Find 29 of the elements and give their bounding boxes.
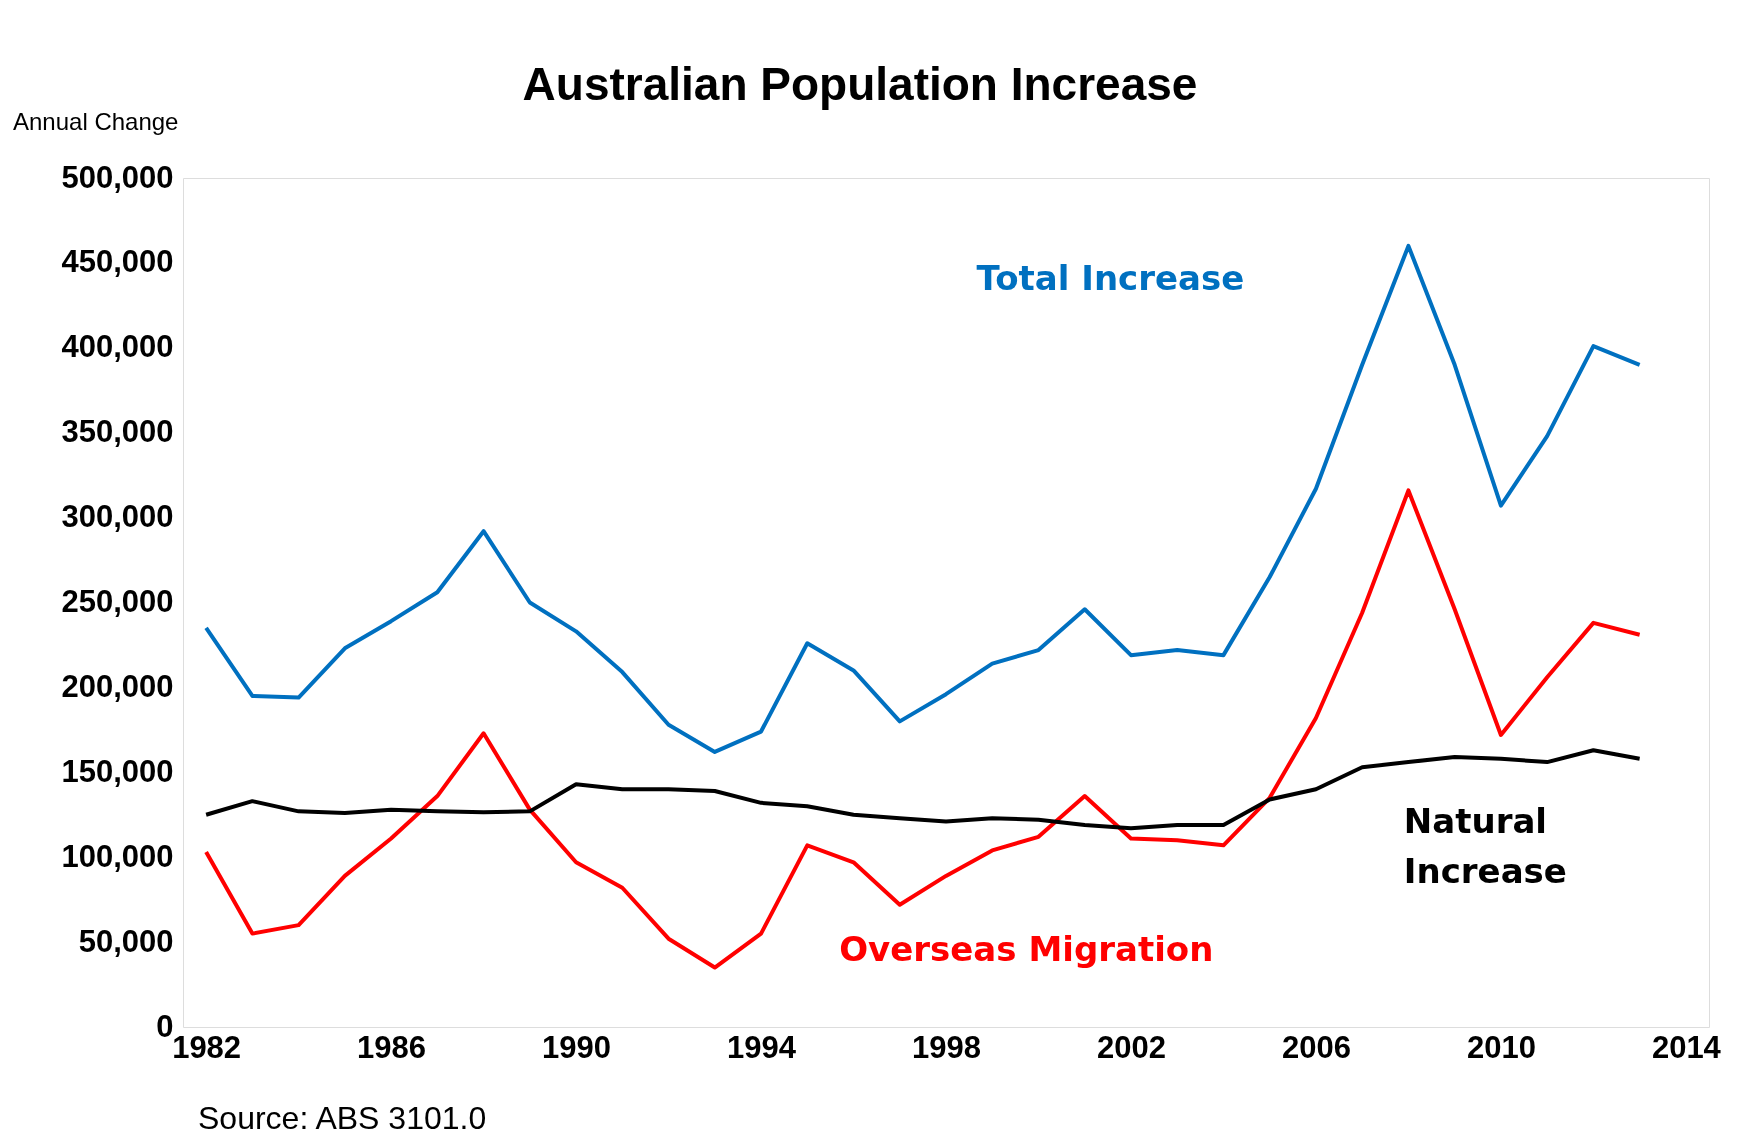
y-axis-title: Annual Change xyxy=(13,108,179,135)
x-tick-label: 2002 xyxy=(1096,1029,1166,1065)
x-tick-label: 1998 xyxy=(912,1029,981,1065)
x-tick-label: 1990 xyxy=(542,1029,612,1065)
line-series xyxy=(204,243,1642,754)
y-tick-label: 50,000 xyxy=(78,923,174,959)
y-tick-label: 500,000 xyxy=(61,159,174,195)
line-series xyxy=(204,488,1642,970)
x-tick-label: 1986 xyxy=(357,1029,427,1065)
y-tick-label: 200,000 xyxy=(61,668,174,704)
y-tick-label: 250,000 xyxy=(61,584,174,619)
chart-title: Australian Population Increase xyxy=(522,58,1198,110)
y-tick-label: 150,000 xyxy=(61,753,174,789)
x-tick-label: 1994 xyxy=(727,1029,797,1065)
text: Total Increase xyxy=(976,257,1245,298)
y-tick-label: 450,000 xyxy=(61,244,174,280)
y-tick-label: 400,000 xyxy=(61,329,174,365)
x-tick-label: 2010 xyxy=(1466,1029,1536,1065)
y-tick-label: 300,000 xyxy=(61,499,174,535)
x-tick-label: 1982 xyxy=(172,1029,242,1065)
source-note: Source: ABS 3101.0 xyxy=(198,1100,487,1136)
x-tick-label: 2006 xyxy=(1281,1029,1351,1065)
series-label: Natural Increase xyxy=(1403,801,1567,892)
y-tick-label: 350,000 xyxy=(61,414,174,450)
y-tick-label: 100,000 xyxy=(61,838,174,874)
series-label: Overseas Migration xyxy=(839,928,1214,969)
y-tick-label: 0 xyxy=(156,1008,174,1044)
x-tick-label: 2014 xyxy=(1651,1029,1722,1065)
line-series xyxy=(204,748,1642,831)
